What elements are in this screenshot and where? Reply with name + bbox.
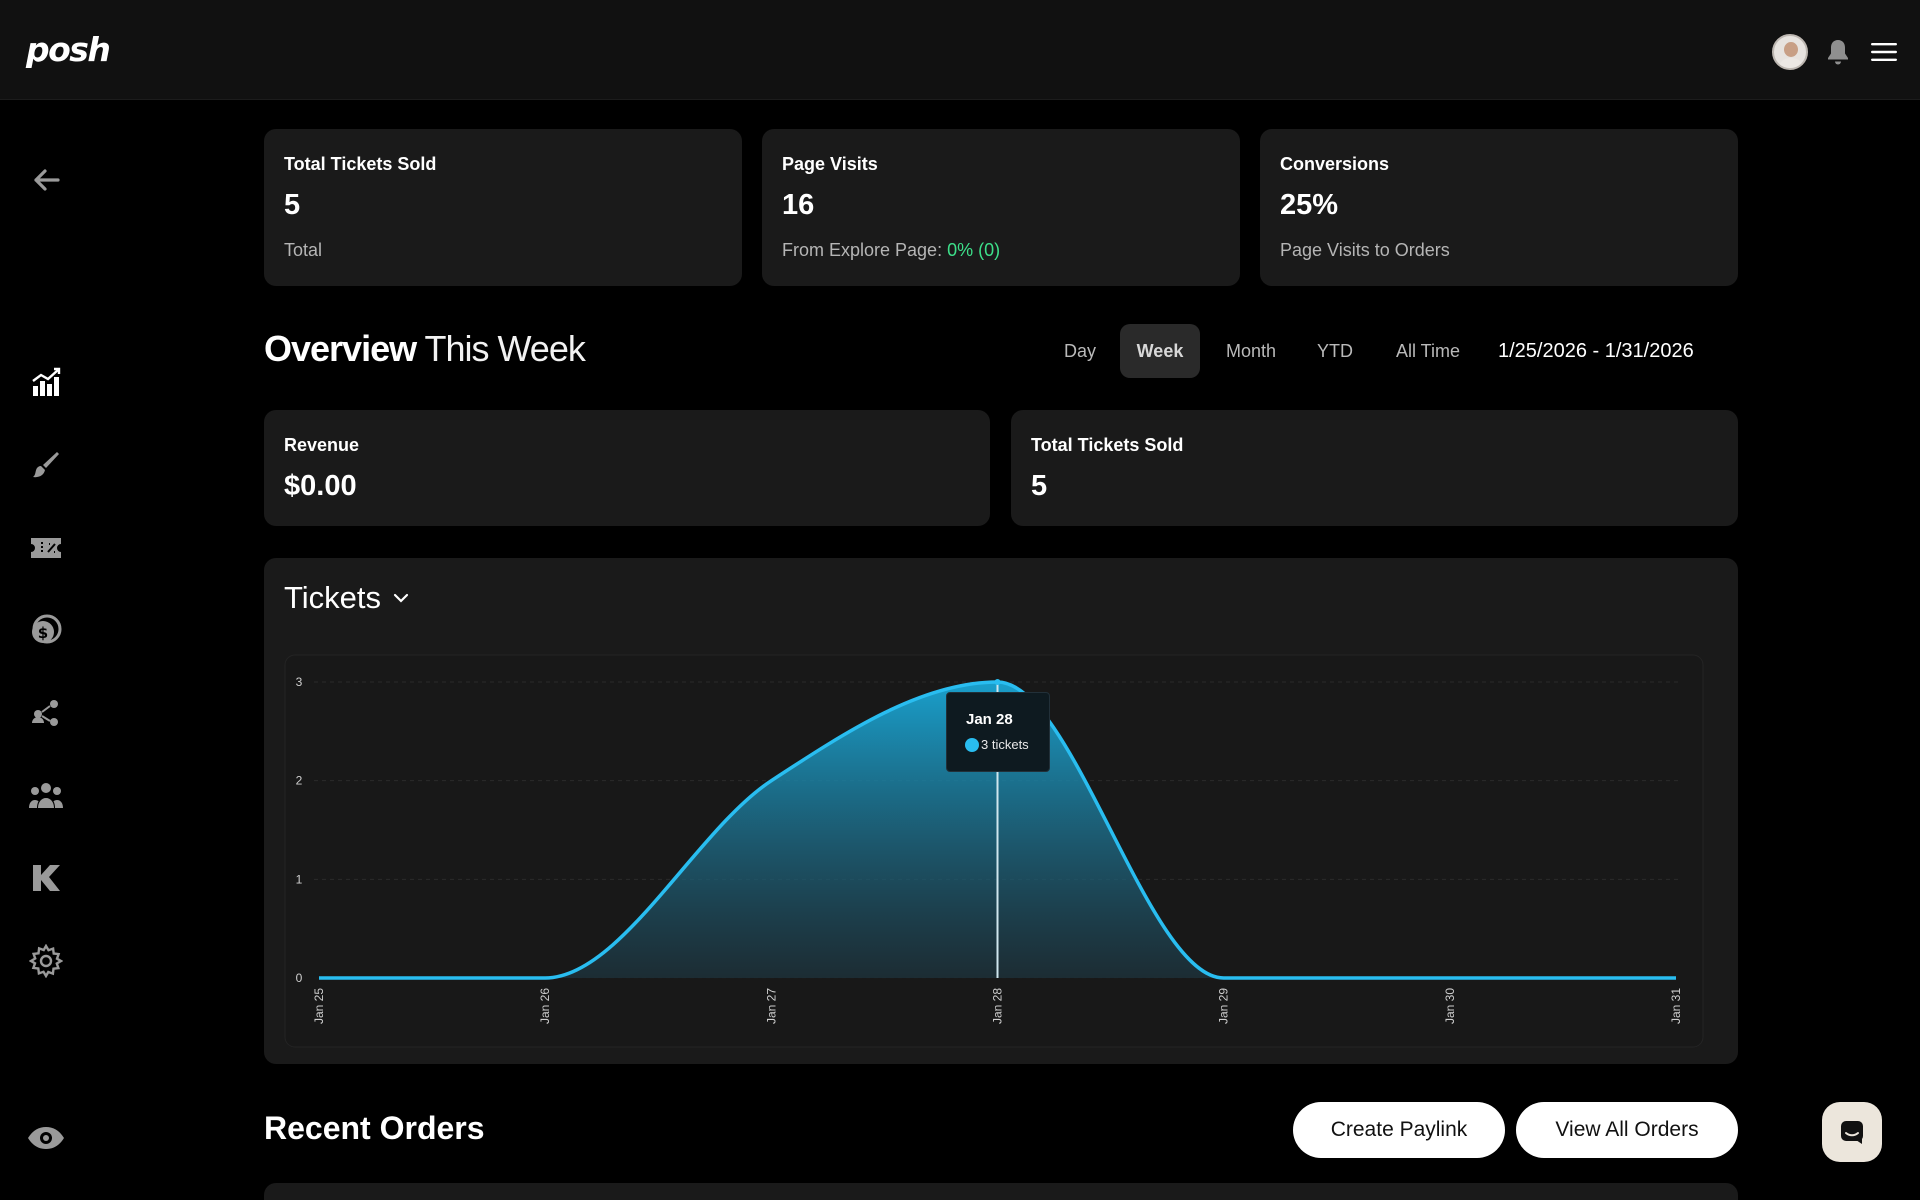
y-tick-label: 3 [296, 675, 303, 689]
total-tickets-card: Total Tickets Sold 5 Total [264, 129, 742, 286]
card-value: 5 [1031, 470, 1048, 502]
tab-week[interactable]: Week [1120, 324, 1200, 378]
network-users-icon[interactable] [26, 692, 66, 732]
card-value: 16 [782, 189, 815, 221]
top-bar: posh [0, 0, 1920, 100]
card-value: $0.00 [284, 470, 357, 502]
menu-icon[interactable] [1868, 36, 1900, 68]
x-tick-label: Jan 30 [1443, 988, 1457, 1024]
tab-month[interactable]: Month [1225, 341, 1277, 361]
tooltip-date: Jan 28 [966, 711, 1013, 728]
tab-all-time[interactable]: All Time [1395, 341, 1460, 361]
svg-text:$: $ [38, 624, 48, 642]
chart-title: Tickets [284, 580, 382, 615]
chart-tooltip: Jan 28 3 tickets [946, 692, 1050, 772]
view-all-orders-button[interactable]: View All Orders [1516, 1102, 1738, 1158]
series-line [319, 680, 1676, 980]
bell-icon[interactable] [1822, 36, 1854, 68]
group-icon[interactable] [26, 775, 66, 815]
x-tick-label: Jan 28 [991, 988, 1005, 1024]
card-label: Revenue [284, 435, 360, 455]
gear-icon[interactable] [26, 941, 66, 981]
tab-ytd[interactable]: YTD [1317, 341, 1353, 361]
x-tick-label: Jan 25 [312, 988, 326, 1024]
card-label: Page Visits [782, 154, 878, 174]
overview-title-strong: Overview [264, 328, 417, 369]
chevron-down-icon [393, 593, 409, 603]
tickets-area-chart: 0 1 2 3 Jan 25 Jan 26 Jan 27 Jan 28 Jan 29 Jan 3… [284, 654, 1704, 1048]
x-tick-label: Jan 27 [764, 988, 778, 1024]
chart-bars-icon[interactable] [26, 362, 66, 402]
overview-title-period: This Week [424, 328, 585, 369]
revenue-card: Revenue $0.00 [264, 410, 990, 526]
posh-logo[interactable]: posh [26, 30, 111, 69]
y-tick-label: 2 [296, 774, 303, 788]
avatar[interactable] [1772, 34, 1808, 70]
tooltip-value: 3 tickets [981, 737, 1029, 752]
card-label: Total Tickets Sold [284, 154, 437, 174]
tab-day[interactable]: Day [1063, 341, 1096, 361]
coins-icon[interactable]: $ [26, 610, 66, 650]
summary-tickets-card: Total Tickets Sold 5 [1011, 410, 1738, 526]
x-tick-label: Jan 29 [1217, 988, 1231, 1024]
conversions-card: Conversions 25% Page Visits to Orders [1260, 129, 1738, 286]
paintbrush-icon[interactable] [26, 445, 66, 485]
eye-icon[interactable] [26, 1118, 66, 1158]
overview-title: Overview This Week [264, 328, 586, 370]
chat-icon [1841, 1121, 1863, 1144]
chat-support-button[interactable] [1822, 1102, 1882, 1162]
sidebar: $ [0, 100, 92, 1200]
date-range-picker[interactable]: 1/25/2026 - 1/31/2026 [1498, 340, 1694, 362]
recent-orders-title: Recent Orders [264, 1110, 485, 1146]
tooltip-series-dot [965, 738, 979, 752]
create-paylink-button[interactable]: Create Paylink [1293, 1102, 1505, 1158]
explore-label: From Explore Page: [782, 240, 948, 260]
card-sub: Page Visits to Orders [1280, 240, 1450, 260]
y-tick-label: 0 [296, 971, 303, 985]
explore-percent: 0% (0) [947, 240, 1001, 260]
x-tick-label: Jan 26 [538, 988, 552, 1024]
card-sub: From Explore Page: 0% (0) [782, 240, 1000, 261]
arrow-left-icon[interactable] [26, 160, 66, 200]
k-logo-icon[interactable] [26, 858, 66, 898]
ticket-icon[interactable] [26, 528, 66, 568]
y-tick-label: 1 [296, 872, 303, 886]
x-tick-label: Jan 31 [1669, 988, 1683, 1024]
chart-metric-select[interactable]: Tickets [284, 580, 409, 616]
recent-orders-list [264, 1183, 1738, 1200]
card-value: 5 [284, 189, 301, 221]
card-label: Total Tickets Sold [1031, 435, 1184, 455]
page-visits-card: Page Visits 16 From Explore Page: 0% (0) [762, 129, 1240, 286]
top-right-actions [1772, 34, 1900, 70]
card-value: 25% [1280, 189, 1339, 221]
card-label: Conversions [1280, 154, 1390, 174]
data-point[interactable] [994, 679, 1001, 685]
card-sub: Total [284, 240, 323, 260]
